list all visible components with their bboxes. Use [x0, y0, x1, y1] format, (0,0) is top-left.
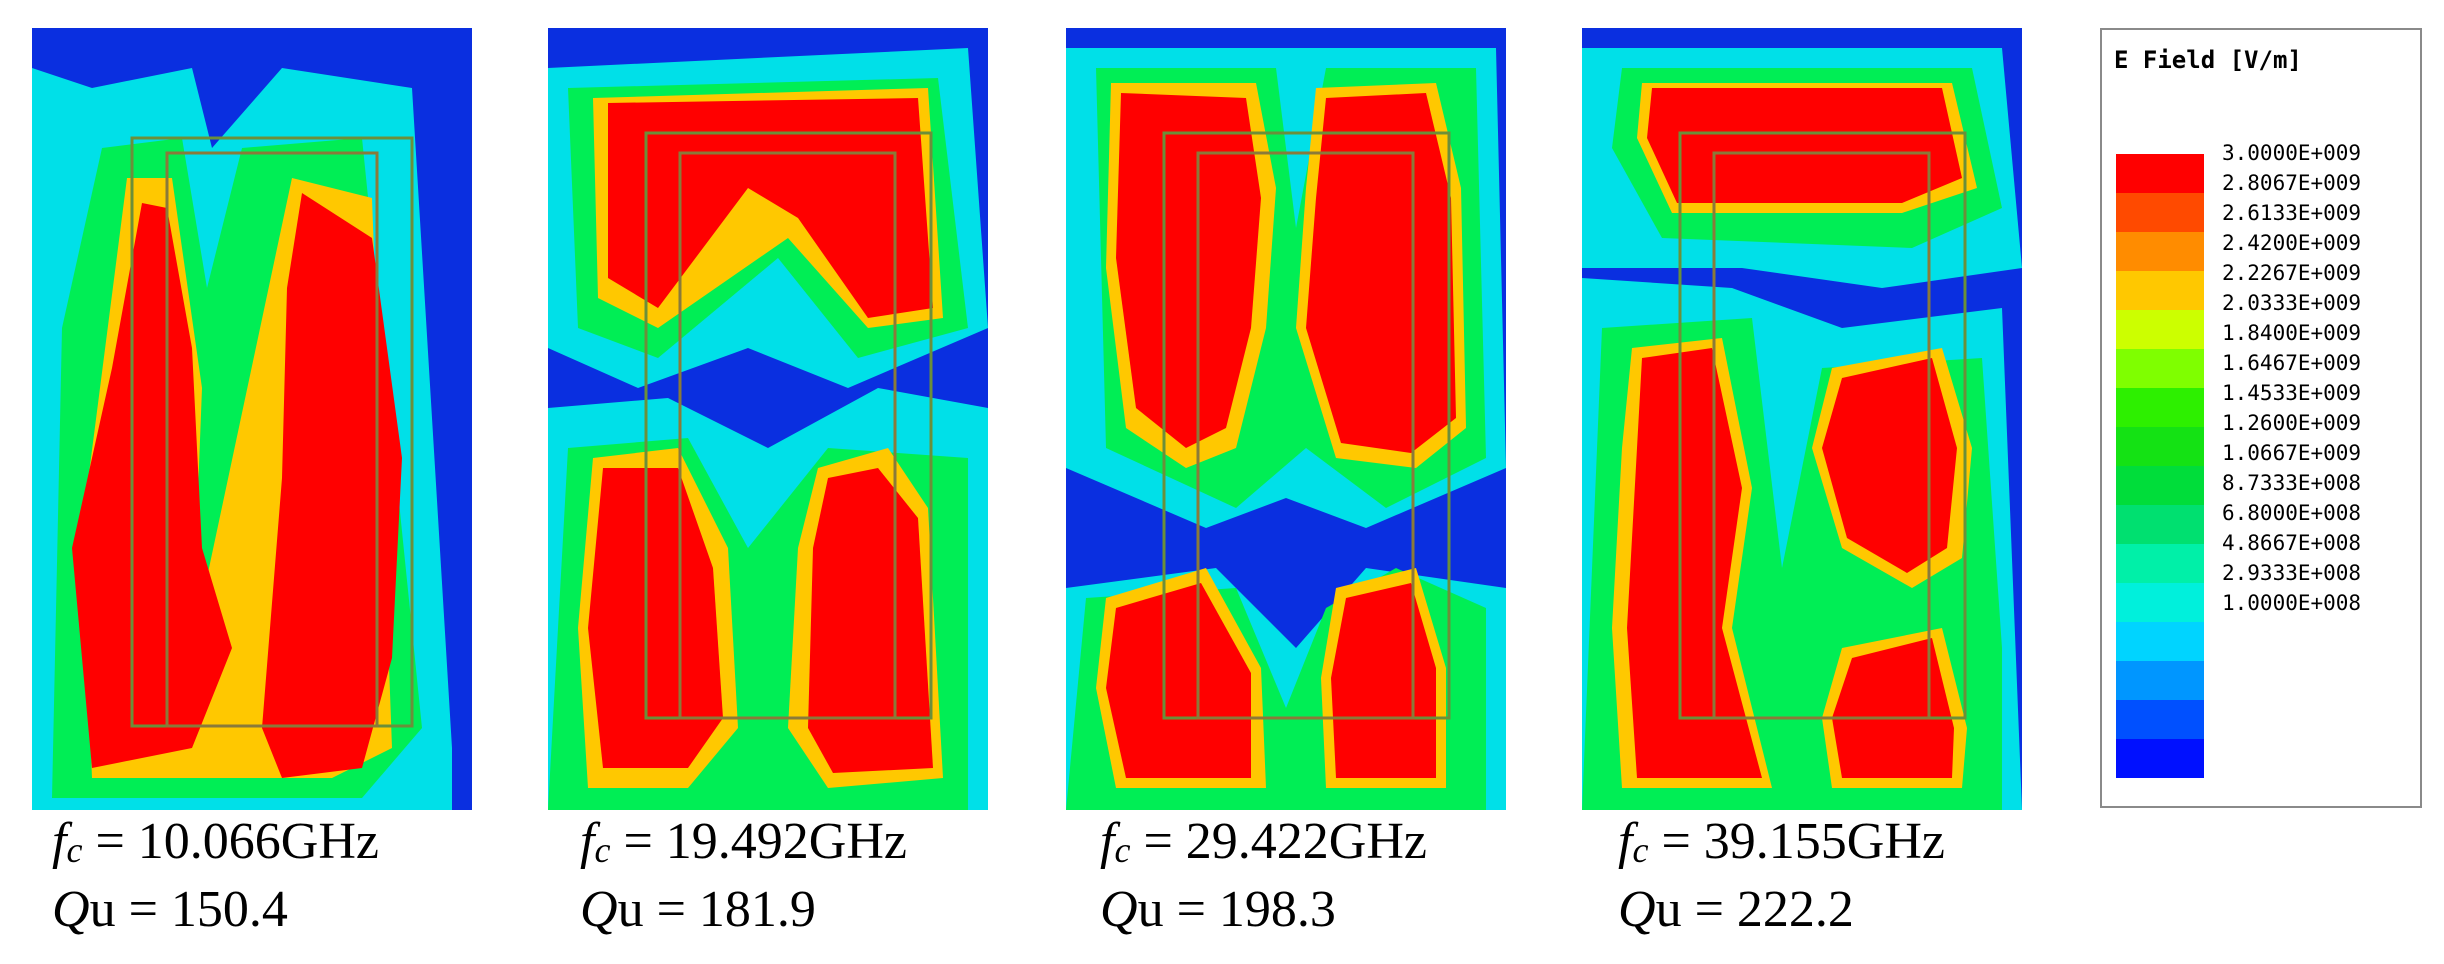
center-frequency-3: fc = 29.422GHz [1100, 813, 1427, 870]
legend-label-10: 1.0667E+009 [2222, 441, 2362, 465]
legend-swatch-4 [2116, 310, 2204, 349]
quality-factor-1: Qu = 150.4 [52, 881, 288, 938]
legend-swatch-5 [2116, 349, 2204, 388]
field-map-1 [32, 28, 472, 810]
field-map-3 [1066, 28, 1506, 810]
legend-label-13: 4.8667E+008 [2222, 531, 2362, 555]
legend-swatch-3 [2116, 271, 2204, 310]
field-map-4 [1582, 28, 2022, 810]
legend-label-1: 2.8067E+009 [2222, 171, 2362, 195]
legend-swatch-14 [2116, 700, 2204, 739]
field-panel-4 [1582, 28, 2022, 810]
caption-panel-4: fc = 39.155GHz Qu = 222.2 [1618, 812, 2058, 940]
center-frequency-4: fc = 39.155GHz [1618, 813, 1945, 870]
field-panel-1 [32, 28, 472, 810]
legend-label-15: 1.0000E+008 [2222, 591, 2362, 615]
legend-swatch-6 [2116, 388, 2204, 427]
legend-swatch-15 [2116, 739, 2204, 778]
center-frequency-1: fc = 10.066GHz [52, 813, 379, 870]
legend-title: E Field [V/m] [2114, 46, 2302, 74]
legend-swatch-2 [2116, 232, 2204, 271]
field-panel-3 [1066, 28, 1506, 810]
legend-swatch-8 [2116, 466, 2204, 505]
caption-panel-1: fc = 10.066GHz Qu = 150.4 [52, 812, 492, 940]
legend-swatch-13 [2116, 661, 2204, 700]
legend-label-3: 2.4200E+009 [2222, 231, 2362, 255]
caption-panel-2: fc = 19.492GHz Qu = 181.9 [580, 812, 1020, 940]
legend-swatch-9 [2116, 505, 2204, 544]
legend-label-7: 1.6467E+009 [2222, 351, 2362, 375]
legend-label-11: 8.7333E+008 [2222, 471, 2362, 495]
legend-label-8: 1.4533E+009 [2222, 381, 2362, 405]
e-field-legend: E Field [V/m] 3.0000E+009 2.8067E+009 2.61… [2100, 28, 2422, 808]
quality-factor-3: Qu = 198.3 [1100, 881, 1336, 938]
legend-swatch-1 [2116, 193, 2204, 232]
quality-factor-4: Qu = 222.2 [1618, 881, 1854, 938]
center-frequency-2: fc = 19.492GHz [580, 813, 907, 870]
legend-swatch-0 [2116, 154, 2204, 193]
legend-labels: 3.0000E+009 2.8067E+009 2.6133E+009 2.4200E… [2222, 138, 2361, 618]
legend-label-6: 1.8400E+009 [2222, 321, 2362, 345]
legend-label-14: 2.9333E+008 [2222, 561, 2362, 585]
legend-label-12: 6.8000E+008 [2222, 501, 2362, 525]
legend-label-5: 2.0333E+009 [2222, 291, 2362, 315]
legend-label-0: 3.0000E+009 [2222, 141, 2362, 165]
legend-label-9: 1.2600E+009 [2222, 411, 2362, 435]
field-map-2 [548, 28, 988, 810]
caption-panel-3: fc = 29.422GHz Qu = 198.3 [1100, 812, 1540, 940]
legend-label-2: 2.6133E+009 [2222, 201, 2362, 225]
legend-swatch-12 [2116, 622, 2204, 661]
quality-factor-2: Qu = 181.9 [580, 881, 816, 938]
legend-swatch-10 [2116, 544, 2204, 583]
legend-label-4: 2.2267E+009 [2222, 261, 2362, 285]
legend-swatch-11 [2116, 583, 2204, 622]
legend-color-bar [2116, 154, 2204, 778]
legend-swatch-7 [2116, 427, 2204, 466]
field-panel-2 [548, 28, 988, 810]
